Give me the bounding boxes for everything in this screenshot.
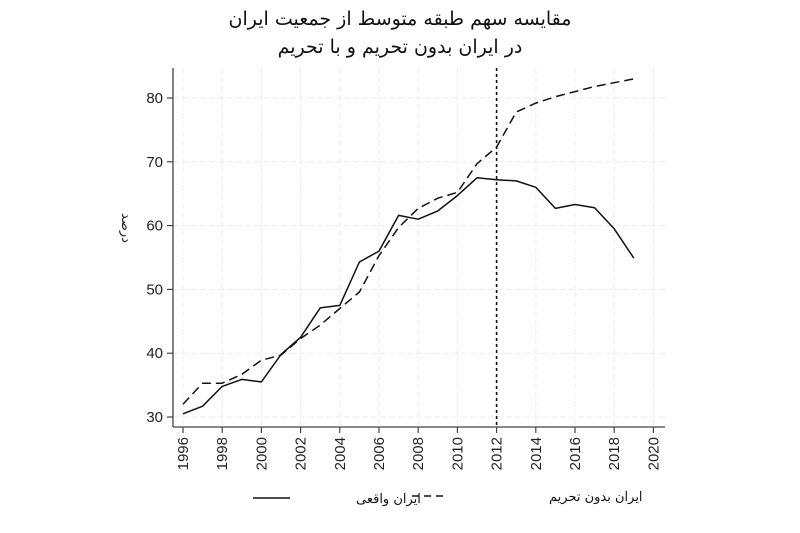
x-tick-label: 2004 (332, 437, 349, 470)
y-axis-label: درصد (118, 213, 133, 243)
tick-labels: 30 40 50 60 70 80 1996 1998 2000 2002 2004 2006 2008… (146, 90, 662, 470)
x-tick-label: 2000 (253, 437, 270, 470)
chart-subtitle: در ایران بدون تحریم و با تحریم (277, 36, 523, 58)
legend: ایران واقعی ایران بدون تحریم (253, 490, 643, 507)
x-tick-label: 2012 (489, 437, 506, 470)
y-tick-label: 60 (146, 218, 163, 235)
x-tick-label: 2018 (606, 437, 623, 470)
x-tick-label: 2002 (293, 437, 310, 470)
y-tick-label: 80 (146, 90, 163, 107)
y-tick-label: 70 (146, 154, 163, 171)
x-tick-label: 1996 (175, 437, 192, 470)
x-tick-label: 1998 (214, 437, 231, 470)
x-tick-label: 2014 (528, 437, 545, 470)
y-tick-label: 40 (146, 345, 163, 362)
x-tick-label: 2006 (371, 437, 388, 470)
actual-series-line (182, 177, 635, 415)
x-tick-label: 2016 (567, 437, 584, 470)
series-lines (182, 78, 635, 415)
chart-title: مقایسه سهم طبقه متوسط از جمعیت ایران (228, 8, 572, 30)
x-tick-label: 2008 (410, 437, 427, 470)
y-tick-label: 50 (146, 281, 163, 298)
x-tick-label: 2020 (645, 437, 662, 470)
legend-no-sanctions-label: ایران بدون تحریم (549, 490, 643, 505)
legend-actual-label: ایران واقعی (356, 492, 421, 507)
axes (172, 68, 665, 428)
gridlines (173, 68, 665, 427)
y-tick-label: 30 (146, 409, 163, 426)
x-tick-label: 2010 (449, 437, 466, 470)
no-sanctions-series-line (182, 78, 634, 405)
